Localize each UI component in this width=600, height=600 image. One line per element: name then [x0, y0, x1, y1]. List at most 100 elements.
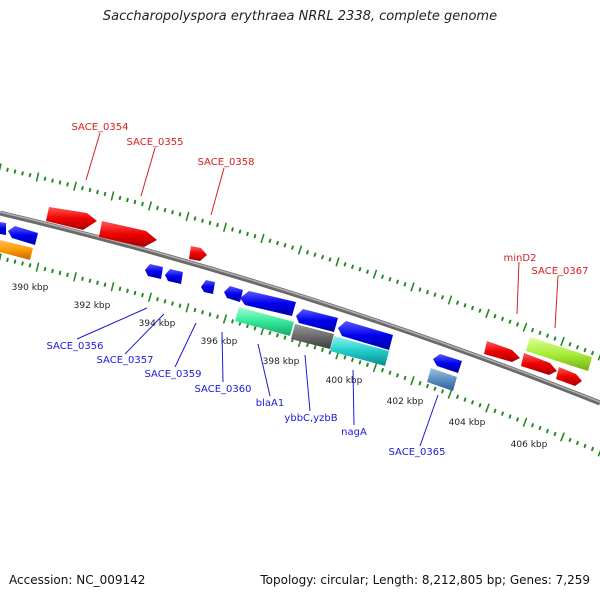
label-SACE_0365[interactable]: SACE_0365	[389, 447, 446, 458]
outer-ruler-tick	[576, 345, 579, 350]
inner-ruler-tick	[133, 290, 137, 296]
outer-ruler-tick	[447, 295, 453, 305]
inner-ruler-tick	[208, 312, 212, 317]
gene-SACE_0358[interactable]	[189, 246, 207, 261]
inner-ruler-tick	[485, 403, 490, 413]
outer-ruler-tick	[306, 250, 309, 255]
leader-SACE_0360	[221, 331, 224, 383]
gene-SACE_0357[interactable]	[165, 269, 183, 284]
inner-ruler-tick	[531, 423, 534, 428]
outer-ruler-tick	[560, 336, 565, 347]
label-SACE_0358[interactable]: SACE_0358	[198, 157, 255, 168]
outer-ruler-tick	[321, 255, 324, 260]
gene-cyan[interactable]	[330, 336, 389, 366]
inner-ruler-tick	[171, 301, 174, 306]
gene-left-blue-a[interactable]	[0, 222, 6, 235]
outer-ruler-tick	[96, 189, 99, 195]
inner-ruler-tick	[156, 297, 159, 302]
inner-ruler-tick	[35, 262, 40, 272]
gene-SACE_0367-b[interactable]	[556, 367, 582, 386]
outer-ruler-tick	[246, 231, 249, 237]
leader-SACE_0358	[210, 167, 225, 216]
outer-ruler-tick	[260, 233, 265, 244]
outer-ruler-tick	[178, 212, 182, 217]
genome-title: Saccharopolyspora erythraea NRRL 2338, c…	[102, 9, 498, 24]
inner-ruler-tick	[66, 272, 69, 277]
outer-ruler-tick	[485, 308, 490, 319]
gene-nagA[interactable]	[338, 321, 393, 350]
gene-left-blue-b[interactable]	[8, 226, 38, 245]
outer-ruler-tick	[110, 191, 115, 201]
label-SACE_0360[interactable]: SACE_0360	[195, 384, 252, 395]
label-SACE_0359[interactable]: SACE_0359	[145, 369, 202, 380]
gene-minD2[interactable]	[484, 341, 520, 362]
label-blaA1[interactable]: blaA1	[256, 398, 284, 409]
inner-ruler-tick	[418, 381, 422, 386]
tick-label-406: 406 kbp	[511, 440, 548, 450]
outer-ruler-tick	[493, 314, 497, 319]
inner-ruler-tick	[178, 303, 182, 308]
inner-ruler-tick	[553, 431, 557, 437]
gene-lime[interactable]	[526, 337, 592, 371]
inner-ruler-tick	[403, 375, 407, 381]
gene-SACE_0360[interactable]	[224, 286, 243, 302]
gene-left-orange[interactable]	[0, 240, 33, 260]
gene-SACE_0359[interactable]	[201, 280, 215, 294]
inner-ruler-tick	[433, 386, 437, 391]
inner-ruler-tick	[410, 376, 415, 386]
gene-SACE_0355[interactable]	[99, 221, 157, 247]
inner-ruler-tick	[583, 443, 587, 448]
outer-ruler-tick	[546, 333, 549, 338]
inner-ruler-tick	[216, 314, 219, 319]
outer-ruler-tick	[291, 245, 294, 250]
gene-SACE_0365[interactable]	[427, 368, 457, 391]
tick-label-392: 392 kbp	[74, 301, 111, 311]
label-minD2[interactable]: minD2	[504, 253, 537, 264]
label-nagA[interactable]: nagA	[341, 427, 367, 438]
outer-ruler-tick	[372, 269, 378, 279]
gene-green[interactable]	[235, 307, 294, 336]
gene-SACE_0356[interactable]	[145, 264, 163, 279]
gene-gray[interactable]	[291, 324, 334, 349]
outer-ruler-tick	[418, 287, 422, 292]
inner-ruler-tick	[343, 355, 347, 360]
outer-ruler-tick	[297, 245, 303, 255]
inner-ruler-tick	[28, 263, 32, 268]
gene-SACE_0367-a[interactable]	[521, 353, 557, 375]
label-SACE_0357[interactable]: SACE_0357	[97, 355, 154, 366]
inner-ruler-tick	[501, 411, 504, 416]
label-SACE_0355[interactable]: SACE_0355	[127, 137, 184, 148]
gene-SACE_0354[interactable]	[46, 207, 97, 230]
leader-SACE_0365	[419, 394, 439, 447]
gene-blaA1[interactable]	[240, 291, 296, 316]
inner-ruler	[0, 253, 600, 457]
outer-ruler-tick	[516, 322, 519, 327]
label-SACE_0354[interactable]: SACE_0354	[72, 122, 129, 133]
outer-ruler-tick	[88, 187, 92, 193]
inner-ruler-tick	[576, 440, 579, 445]
inner-ruler-tick	[0, 253, 2, 262]
outer-ruler-tick	[171, 210, 174, 215]
outer-ruler-tick	[238, 229, 242, 234]
inner-ruler-tick	[193, 307, 197, 313]
outer-ruler-tick	[538, 330, 542, 335]
inner-ruler-tick	[478, 403, 482, 408]
inner-ruler-tick	[313, 345, 317, 350]
outer-ruler-tick	[501, 316, 504, 321]
outer-ruler-tick	[201, 218, 204, 223]
outer-ruler-tick	[553, 336, 557, 341]
leader-nagA	[352, 369, 355, 426]
outer-ruler	[0, 163, 600, 361]
tick-label-402: 402 kbp	[387, 397, 424, 407]
leader-ybbC	[304, 354, 311, 412]
label-SACE_0356[interactable]: SACE_0356	[47, 341, 104, 352]
label-ybbC[interactable]: ybbC,yzbB	[284, 413, 337, 424]
reverse-features	[0, 222, 462, 391]
label-SACE_0367[interactable]: SACE_0367	[532, 266, 589, 277]
gene-SACE_0365-blue[interactable]	[433, 354, 462, 373]
gene-ybbC-a[interactable]	[296, 309, 338, 332]
inner-ruler-tick	[51, 268, 54, 274]
outer-ruler-tick	[508, 319, 512, 324]
outer-ruler-tick	[276, 240, 279, 246]
